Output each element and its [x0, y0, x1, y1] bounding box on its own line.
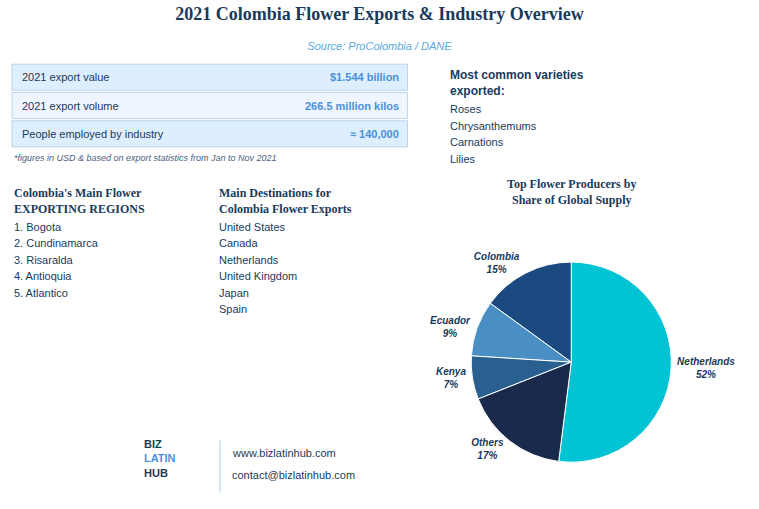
svg-text:Chrysanthemums: Chrysanthemums [450, 120, 537, 132]
svg-text:Others17%: Others17% [471, 437, 504, 461]
svg-text:BIZLATINHUB: BIZLATINHUB [144, 438, 176, 479]
svg-text:$1.544 billion: $1.544 billion [330, 71, 399, 83]
svg-text:Top Flower Producers byShare o: Top Flower Producers byShare of Global S… [507, 177, 636, 207]
svg-text:Colombia15%: Colombia15% [474, 251, 520, 275]
svg-text:Main Destinations forColombia: Main Destinations forColombia Flower Exp… [219, 186, 352, 216]
svg-text:Kenya7%: Kenya7% [436, 366, 466, 390]
svg-text:www.bizlatinhub.com: www.bizlatinhub.com [232, 447, 336, 459]
svg-text:Canada: Canada [219, 237, 258, 249]
svg-text:4. Antioquia: 4. Antioquia [14, 270, 72, 282]
svg-text:Netherlands52%: Netherlands52% [677, 356, 735, 380]
svg-text:Source: ProColombia / DANE: Source: ProColombia / DANE [307, 40, 452, 52]
svg-text:266.5 million kilos: 266.5 million kilos [305, 100, 399, 112]
svg-text:Most common varietiesexported:: Most common varietiesexported: [450, 68, 584, 98]
svg-text:3. Risaralda: 3. Risaralda [14, 254, 74, 266]
svg-text:2. Cundinamarca: 2. Cundinamarca [14, 237, 99, 249]
svg-text:People employed by industry: People employed by industry [22, 128, 164, 140]
svg-text:Lilies: Lilies [450, 153, 476, 165]
svg-text:contact@bizlatinhub.com: contact@bizlatinhub.com [232, 469, 355, 481]
svg-text:Carnations: Carnations [450, 136, 504, 148]
svg-text:United States: United States [219, 221, 286, 233]
svg-text:1. Bogota: 1. Bogota [14, 221, 62, 233]
svg-text:Ecuador9%: Ecuador9% [430, 315, 471, 339]
svg-text:Netherlands: Netherlands [219, 254, 279, 266]
svg-text:≈ 140,000: ≈ 140,000 [350, 128, 399, 140]
svg-text:2021 Colombia Flower Exports &: 2021 Colombia Flower Exports & Industry … [175, 4, 584, 24]
svg-text:Japan: Japan [219, 287, 249, 299]
svg-text:Spain: Spain [219, 303, 247, 315]
svg-text:Roses: Roses [450, 103, 482, 115]
svg-text:2021 export volume: 2021 export volume [22, 100, 119, 112]
svg-text:2021 export value: 2021 export value [22, 71, 109, 83]
svg-text:*figures in USD & based on exp: *figures in USD & based on export statis… [14, 153, 277, 163]
svg-text:United Kingdom: United Kingdom [219, 270, 297, 282]
svg-text:Colombia's Main FlowerEXPORTIN: Colombia's Main FlowerEXPORTING REGIONS [14, 186, 145, 216]
svg-text:5. Atlantico: 5. Atlantico [14, 287, 68, 299]
